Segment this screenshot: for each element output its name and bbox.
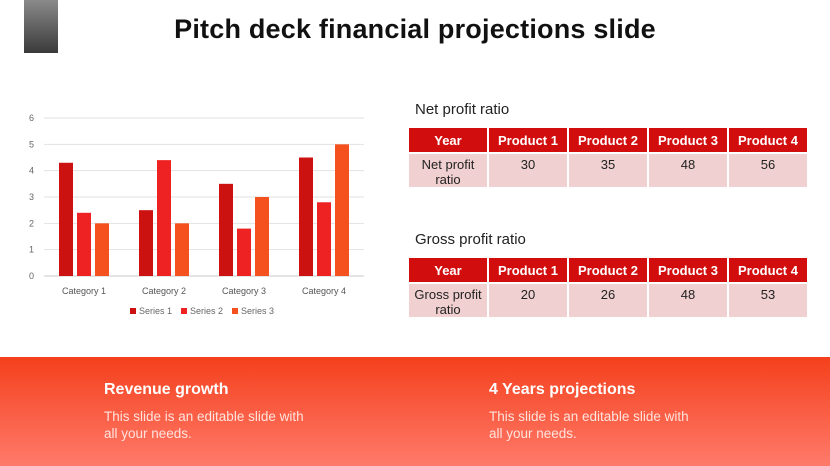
table-cell: 30 — [489, 154, 567, 187]
table-header-cell: Year — [409, 258, 487, 284]
table-header-cell: Product 4 — [729, 258, 807, 284]
table-header-cell: Product 1 — [489, 258, 567, 284]
bar — [335, 144, 349, 276]
bar — [219, 183, 233, 276]
legend-label: Series 2 — [190, 306, 223, 316]
table-cell: 56 — [729, 154, 807, 187]
legend-swatch — [232, 308, 238, 314]
bar — [175, 223, 189, 276]
footer-left-block: Revenue growth This slide is an editable… — [104, 381, 364, 442]
x-tick-label: Category 3 — [222, 286, 266, 296]
table-header-cell: Product 3 — [649, 258, 727, 284]
table-header-cell: Product 2 — [569, 128, 647, 154]
y-tick-label: 3 — [29, 192, 34, 202]
legend-swatch — [181, 308, 187, 314]
bar-chart: 0 1 2 3 4 5 6 Category 1 Category 2 Category 3 Cat… — [29, 113, 364, 316]
table-row: Net profit ratio 30 35 48 56 — [409, 154, 807, 187]
table-header-cell: Product 3 — [649, 128, 727, 154]
y-tick-label: 2 — [29, 218, 34, 228]
bar — [139, 210, 153, 276]
gross-table-title: Gross profit ratio — [415, 231, 526, 248]
bar — [255, 197, 269, 276]
bar — [299, 157, 313, 276]
bar — [317, 202, 331, 276]
y-tick-label: 1 — [29, 245, 34, 255]
bar — [59, 162, 73, 276]
net-profit-table: Year Product 1 Product 2 Product 3 Produ… — [407, 128, 809, 187]
table-cell: 48 — [649, 154, 727, 187]
table-header-cell: Year — [409, 128, 487, 154]
slide-title: Pitch deck financial projections slide — [174, 14, 656, 44]
gross-profit-table: Year Product 1 Product 2 Product 3 Produ… — [407, 258, 809, 317]
footer-left-title: Revenue growth — [104, 381, 229, 398]
footer-right-text: This slide is an editable slide with all… — [489, 409, 689, 441]
y-tick-label: 5 — [29, 139, 34, 149]
bar — [77, 212, 91, 276]
x-tick-label: Category 2 — [142, 286, 186, 296]
footer-left-text: This slide is an editable slide with all… — [104, 409, 304, 441]
table-header-cell: Product 2 — [569, 258, 647, 284]
table-cell: 20 — [489, 284, 567, 317]
table-cell: 53 — [729, 284, 807, 317]
bar — [237, 228, 251, 276]
bar — [95, 223, 109, 276]
table-header-row: Year Product 1 Product 2 Product 3 Produ… — [409, 258, 807, 284]
footer-right-block: 4 Years projections This slide is an edi… — [489, 381, 749, 442]
footer-band: Revenue growth This slide is an editable… — [0, 357, 830, 466]
x-tick-label: Category 1 — [62, 286, 106, 296]
table-cell: 35 — [569, 154, 647, 187]
legend-swatch — [130, 308, 136, 314]
y-tick-label: 0 — [29, 271, 34, 281]
legend-label: Series 3 — [241, 306, 274, 316]
x-tick-label: Category 4 — [302, 286, 346, 296]
row-label-cell: Gross profit ratio — [409, 284, 487, 317]
footer-right-title: 4 Years projections — [489, 381, 636, 398]
table-header-row: Year Product 1 Product 2 Product 3 Produ… — [409, 128, 807, 154]
legend-label: Series 1 — [139, 306, 172, 316]
net-table-title: Net profit ratio — [415, 101, 510, 118]
table-cell: 26 — [569, 284, 647, 317]
row-label-cell: Net profit ratio — [409, 154, 487, 187]
table-cell: 48 — [649, 284, 727, 317]
y-tick-label: 4 — [29, 166, 34, 176]
bar — [157, 160, 171, 276]
table-row: Gross profit ratio 20 26 48 53 — [409, 284, 807, 317]
corner-accent-bar — [24, 0, 58, 53]
table-header-cell: Product 4 — [729, 128, 807, 154]
table-header-cell: Product 1 — [489, 128, 567, 154]
y-tick-label: 6 — [29, 113, 34, 123]
